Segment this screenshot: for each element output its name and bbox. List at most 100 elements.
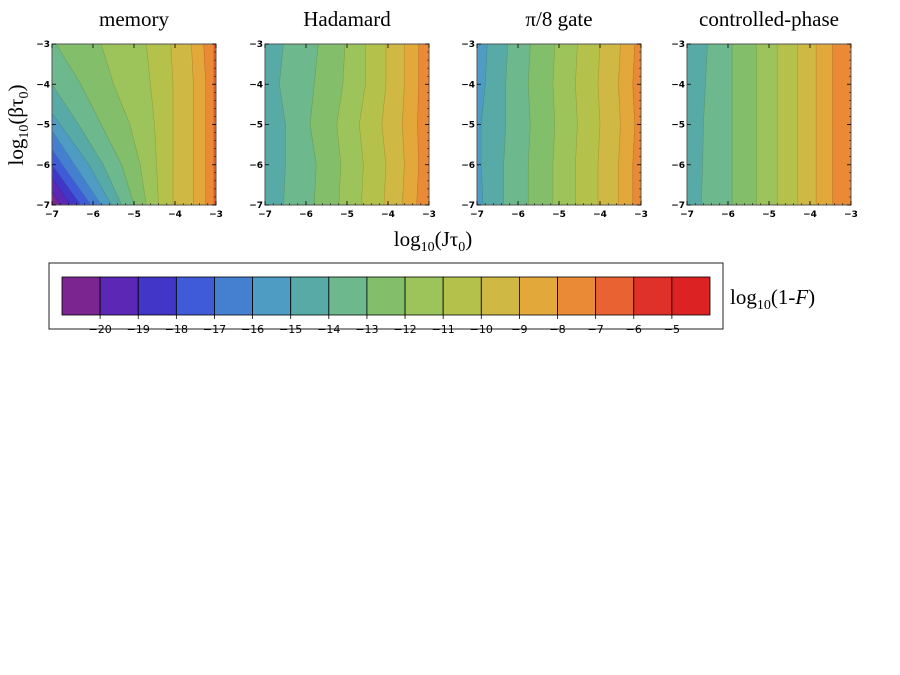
x-tick-label: −6 bbox=[86, 210, 100, 220]
contour-line bbox=[170, 44, 174, 205]
x-tick-label: −5 bbox=[127, 210, 141, 220]
contour-line bbox=[358, 44, 366, 205]
colorbar-label: log10(1-F) bbox=[730, 285, 815, 313]
contour-band bbox=[416, 44, 429, 205]
contour-line bbox=[381, 44, 387, 205]
y-axis-label: log10(βτ0) bbox=[4, 85, 32, 166]
x-tick-label: −3 bbox=[209, 210, 223, 220]
colorbar-swatch bbox=[175, 276, 215, 316]
contour-line bbox=[52, 176, 71, 205]
colorbar-swatch bbox=[61, 276, 101, 316]
colorbar: −20 −19 −18 −17 −16 −15 −14 −13 −12 −11 −10 −9 −8 −7 −… bbox=[61, 276, 711, 336]
colorbar-tick-label: −19 bbox=[127, 323, 150, 336]
colorbar-tick-label: −8 bbox=[549, 323, 565, 336]
colorbar-tick-label: −18 bbox=[165, 323, 188, 336]
y-tick-label: −4 bbox=[36, 80, 50, 90]
contour-line bbox=[52, 83, 122, 205]
x-tick-label: −7 bbox=[45, 210, 59, 220]
colorbar-swatch bbox=[519, 276, 558, 316]
contour-line bbox=[191, 44, 194, 205]
contour-line bbox=[597, 44, 601, 205]
colorbar-swatch bbox=[366, 276, 406, 316]
contour-line bbox=[701, 44, 708, 205]
y-tick-label: −4 bbox=[249, 80, 263, 90]
x-tick-label: −7 bbox=[470, 210, 484, 220]
y-tick-label: −3 bbox=[249, 40, 263, 50]
x-tick-label: −5 bbox=[340, 210, 354, 220]
panel-1: Hadamard −7 −6 −5 −4 −3 −3 −4 −5 −6 −7 bbox=[249, 7, 436, 220]
contour-line bbox=[575, 44, 578, 205]
x-tick-label: −5 bbox=[552, 210, 566, 220]
contour-band bbox=[552, 44, 578, 205]
y-tick-label: −3 bbox=[461, 40, 475, 50]
x-tick-label: −4 bbox=[593, 210, 607, 220]
colorbar-tick-label: −7 bbox=[588, 323, 604, 336]
colorbar-swatch bbox=[557, 276, 597, 316]
y-tick-label: −7 bbox=[671, 201, 685, 211]
y-tick-label: −5 bbox=[36, 121, 50, 131]
contour-line bbox=[480, 44, 488, 205]
colorbar-tick-label: −16 bbox=[241, 323, 264, 336]
colorbar-swatch bbox=[404, 276, 444, 316]
contour-line bbox=[203, 44, 207, 205]
colorbar-tick-label: −5 bbox=[664, 323, 680, 336]
panel-0: memory −7 −6 −5 −4 −3 −3 −4 −5 −6 −7 bbox=[36, 7, 223, 220]
colorbar-swatch bbox=[595, 276, 635, 316]
contour-line bbox=[503, 44, 509, 205]
y-tick-label: −5 bbox=[671, 121, 685, 131]
contour-line bbox=[100, 44, 147, 205]
contour-band bbox=[872, 44, 900, 205]
contour-band bbox=[52, 112, 112, 205]
panel-title: memory bbox=[99, 7, 169, 31]
y-tick-label: −6 bbox=[249, 161, 263, 171]
contour-band bbox=[618, 44, 636, 205]
contour-line bbox=[309, 44, 319, 205]
y-tick-label: −3 bbox=[36, 40, 50, 50]
contour-line bbox=[527, 44, 531, 205]
colorbar-tick-label: −17 bbox=[203, 323, 226, 336]
panel-title: π/8 gate bbox=[525, 7, 592, 31]
colorbar-swatch bbox=[252, 276, 292, 316]
contour-line bbox=[52, 164, 81, 205]
contour-line bbox=[279, 44, 286, 205]
x-tick-label: −3 bbox=[844, 210, 858, 220]
colorbar-swatch bbox=[214, 276, 253, 316]
y-tick-label: −6 bbox=[671, 161, 685, 171]
colorbar-tick-label: −6 bbox=[626, 323, 642, 336]
colorbar-tick-label: −11 bbox=[432, 323, 455, 336]
contour-line bbox=[632, 44, 636, 205]
panel-title: controlled-phase bbox=[699, 7, 839, 31]
colorbar-swatch bbox=[290, 276, 330, 316]
panel-3: controlled-phase −7 −6 −5 −4 −3 −3 −4 −5 −6 −7 bbox=[671, 7, 900, 220]
contour-band bbox=[52, 83, 123, 205]
contour-line bbox=[146, 44, 159, 205]
colorbar-swatch bbox=[328, 276, 368, 316]
colorbar-tick-label: −14 bbox=[317, 323, 340, 336]
contour-band bbox=[731, 44, 758, 205]
y-tick-label: −6 bbox=[36, 161, 50, 171]
colorbar-swatch bbox=[99, 276, 139, 316]
contour-band bbox=[575, 44, 601, 205]
contour-band bbox=[597, 44, 621, 205]
contour-band bbox=[776, 44, 799, 205]
x-tick-label: −4 bbox=[803, 210, 817, 220]
y-tick-label: −3 bbox=[671, 40, 685, 50]
contour-panels: memory −7 −6 −5 −4 −3 −3 −4 −5 −6 −7 Hadamard −7 −6 −5… bbox=[36, 7, 900, 220]
contour-line bbox=[55, 44, 135, 205]
y-tick-label: −7 bbox=[36, 201, 50, 211]
colorbar-tick-label: −12 bbox=[393, 323, 416, 336]
contour-band bbox=[756, 44, 778, 205]
colorbar-swatch bbox=[137, 276, 177, 316]
colorbar-swatch bbox=[442, 276, 482, 316]
y-tick-label: −7 bbox=[249, 201, 263, 211]
contour-band bbox=[170, 44, 194, 205]
contour-line bbox=[618, 44, 621, 205]
contour-band bbox=[402, 44, 420, 205]
colorbar-swatch bbox=[671, 276, 711, 316]
colorbar-swatch bbox=[633, 276, 673, 316]
y-tick-label: −5 bbox=[461, 121, 475, 131]
panel-title: Hadamard bbox=[303, 7, 391, 31]
y-tick-label: −5 bbox=[249, 121, 263, 131]
colorbar-tick-label: −15 bbox=[279, 323, 302, 336]
